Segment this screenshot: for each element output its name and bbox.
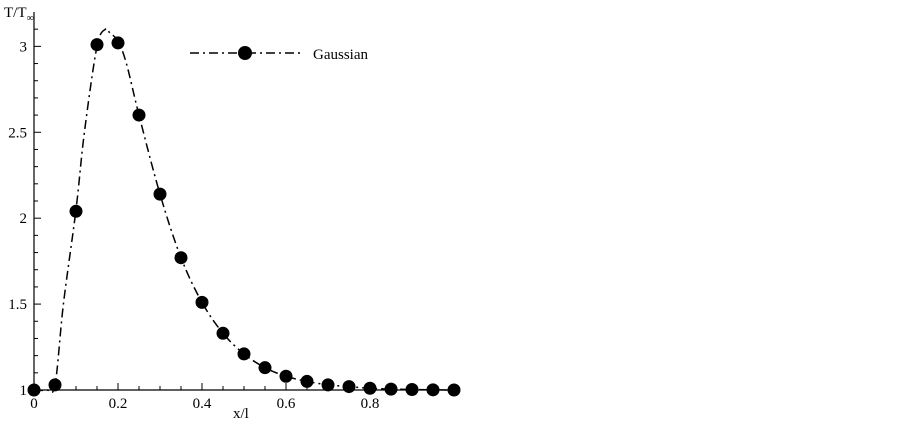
y-axis-title-subscript: ∞ (27, 13, 34, 24)
x-tick-label: 0.6 (277, 396, 296, 412)
data-point (195, 295, 209, 309)
data-point (216, 326, 230, 340)
y-tick-label: 2 (20, 211, 28, 227)
data-point (111, 36, 125, 50)
axes (33, 12, 454, 391)
data-point (384, 382, 398, 396)
data-point (258, 361, 272, 375)
data-point (90, 38, 104, 52)
data-point (405, 382, 419, 396)
data-point (48, 378, 62, 392)
ticks: 1 1.5 2 2.5 3 0 0.2 0.4 0.6 0.8 (8, 28, 434, 412)
x-tick-label: 0.8 (361, 396, 380, 412)
data-point (174, 251, 188, 265)
y-axis-title-main: T/T (4, 5, 27, 21)
series-layer (27, 27, 461, 397)
data-point (342, 380, 356, 394)
data-point (447, 383, 461, 397)
y-tick-label: 1 (20, 383, 28, 399)
legend-marker (238, 46, 252, 60)
y-tick-label: 1.5 (8, 297, 27, 313)
x-tick-label: 0.2 (109, 396, 128, 412)
data-point (300, 374, 314, 388)
data-point (27, 383, 41, 397)
data-point (279, 369, 293, 383)
y-axis-title: T/T∞ (4, 5, 34, 24)
legend-label: Gaussian (313, 47, 368, 63)
series-line-0 (33, 27, 455, 394)
y-tick-label: 2.5 (8, 125, 27, 141)
y-tick-label: 3 (20, 39, 28, 55)
data-point (237, 347, 251, 361)
data-point (153, 187, 167, 201)
data-point (426, 383, 440, 397)
data-point (69, 204, 83, 218)
data-point (132, 108, 146, 122)
x-tick-label: 0.4 (193, 396, 212, 412)
x-tick-label: 0 (30, 396, 38, 412)
x-axis-title: x/l (233, 406, 249, 422)
data-point (363, 381, 377, 395)
data-point (321, 378, 335, 392)
legend: Gaussian (190, 46, 368, 63)
